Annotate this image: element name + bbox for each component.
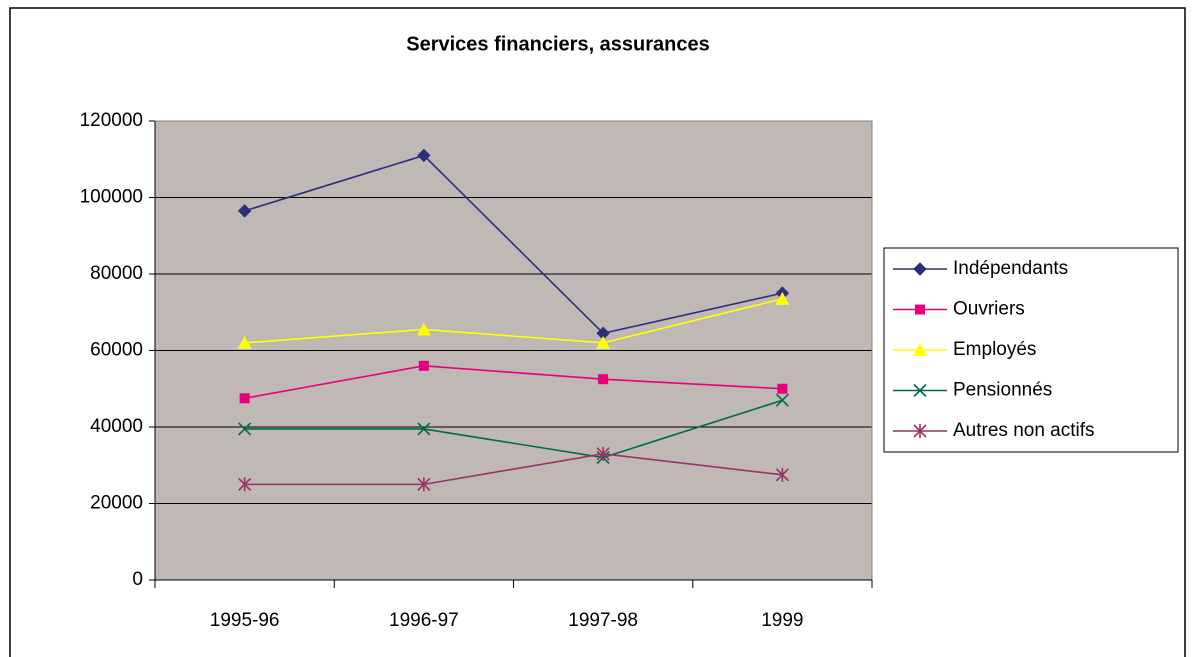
data-point — [237, 335, 252, 349]
data-point — [237, 204, 252, 218]
legend-marker — [913, 424, 927, 438]
series-line — [244, 399, 783, 459]
data-point — [777, 383, 788, 394]
y-tick-label: 60000 — [90, 340, 143, 361]
y-tick-label: 120000 — [80, 110, 143, 131]
legend-label: Employés — [953, 339, 1036, 360]
data-point — [775, 393, 789, 407]
x-tick-label: 1996-97 — [389, 610, 459, 631]
legend-marker — [913, 262, 927, 276]
data-point — [598, 374, 609, 385]
x-tick-label: 1999 — [761, 610, 803, 631]
data-point — [238, 477, 252, 492]
y-tick-label: 80000 — [90, 263, 143, 284]
data-point — [238, 422, 252, 436]
legend-marker — [913, 383, 927, 398]
legend-marker — [915, 304, 925, 315]
data-point — [417, 422, 431, 436]
data-point — [418, 360, 429, 371]
data-point — [417, 148, 431, 163]
y-tick-label: 100000 — [80, 187, 143, 208]
series-line — [244, 298, 783, 344]
data-point — [775, 467, 789, 482]
legend-label: Autres non actifs — [953, 420, 1095, 441]
y-tick-label: 20000 — [90, 493, 143, 514]
series-line — [244, 452, 783, 486]
data-point — [596, 335, 611, 349]
y-tick-label: 40000 — [90, 416, 143, 437]
data-point — [239, 393, 250, 404]
data-point — [417, 477, 431, 492]
chart-title: Services financiers, assurances — [406, 33, 710, 55]
series-line — [244, 154, 783, 335]
legend-marker — [913, 343, 927, 356]
series-line — [244, 364, 783, 400]
legend-label: Ouvriers — [953, 299, 1025, 320]
x-tick-label: 1997-98 — [568, 610, 638, 631]
x-tick-label: 1995-96 — [210, 610, 280, 631]
legend-label: Pensionnés — [953, 380, 1052, 401]
data-point — [775, 291, 790, 305]
data-point — [416, 322, 431, 336]
data-point — [596, 446, 610, 461]
y-tick-label: 0 — [132, 569, 143, 590]
legend-label: Indépendants — [953, 258, 1068, 279]
